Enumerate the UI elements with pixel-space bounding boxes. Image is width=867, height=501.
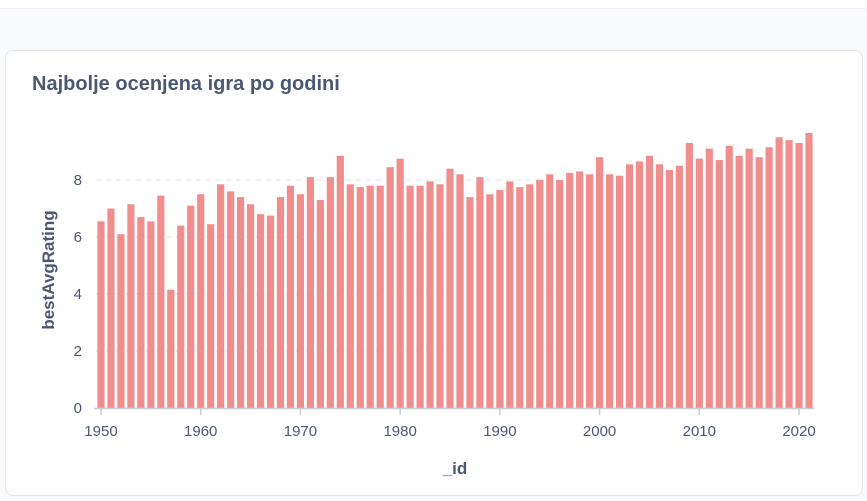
bar-1962[interactable] — [217, 184, 225, 408]
bar-1966[interactable] — [256, 214, 265, 408]
bar-2001[interactable] — [605, 174, 614, 408]
bar-2019[interactable] — [785, 140, 793, 408]
bar-2006[interactable] — [655, 164, 664, 408]
bar-2015[interactable] — [745, 148, 753, 408]
bar-2021[interactable] — [805, 132, 813, 408]
bar-2014[interactable] — [735, 155, 743, 408]
bar-2013[interactable] — [725, 145, 733, 409]
bar-1971[interactable] — [306, 177, 314, 408]
bar-1976[interactable] — [356, 187, 364, 408]
bar-2009[interactable] — [685, 142, 693, 408]
y-tick-label: 2 — [74, 343, 82, 360]
bar-1972[interactable] — [316, 199, 324, 408]
bar-1970[interactable] — [296, 194, 305, 408]
bar-2005[interactable] — [645, 155, 654, 408]
bar-1990[interactable] — [496, 189, 504, 408]
bar-2008[interactable] — [675, 165, 683, 408]
bar-1951[interactable] — [107, 208, 115, 409]
y-tick-label: 0 — [74, 400, 82, 417]
bar-1989[interactable] — [486, 194, 494, 408]
bar-series — [97, 132, 813, 409]
x-tick-label: 2000 — [583, 423, 616, 440]
chart-title[interactable]: Najbolje ocenjena igra po godini — [32, 73, 340, 95]
bar-2007[interactable] — [665, 170, 673, 408]
bar-1983[interactable] — [426, 181, 434, 408]
bar-1991[interactable] — [506, 181, 514, 408]
top-bar — [0, 0, 867, 9]
bar-2016[interactable] — [755, 157, 763, 408]
bar-2004[interactable] — [635, 161, 644, 408]
bar-2018[interactable] — [775, 137, 783, 408]
axes: 0 2 4 6 8 1950 1960 1970 1980 1990 2000 2010 2020 — [74, 172, 816, 440]
bar-1987[interactable] — [466, 197, 474, 408]
bar-1957[interactable] — [167, 289, 175, 408]
bar-1953[interactable] — [127, 204, 135, 408]
y-tick-label: 6 — [74, 229, 82, 246]
bar-1965[interactable] — [246, 204, 255, 408]
y-tick-label: 8 — [74, 172, 82, 189]
bar-1985[interactable] — [446, 168, 454, 408]
bar-1961[interactable] — [207, 224, 215, 408]
bar-1992[interactable] — [516, 187, 524, 408]
bar-1973[interactable] — [326, 177, 334, 408]
y-axis-title: bestAvgRating — [39, 210, 58, 329]
x-tick-label: 1950 — [84, 423, 117, 440]
bar-1968[interactable] — [276, 197, 285, 408]
bar-1952[interactable] — [117, 234, 125, 408]
bar-1979[interactable] — [386, 167, 394, 408]
bar-2011[interactable] — [705, 148, 713, 408]
x-tick-label: 1990 — [483, 423, 516, 440]
bar-1955[interactable] — [147, 221, 155, 408]
bar-1974[interactable] — [336, 155, 344, 408]
bar-1999[interactable] — [586, 174, 594, 408]
bar-1958[interactable] — [177, 225, 185, 408]
bar-1996[interactable] — [556, 180, 564, 408]
x-tick-label: 1970 — [284, 423, 317, 440]
bar-1960[interactable] — [197, 194, 205, 408]
bar-1975[interactable] — [346, 184, 354, 408]
bar-1993[interactable] — [526, 184, 534, 408]
bar-2000[interactable] — [596, 157, 604, 408]
bar-1964[interactable] — [237, 197, 245, 408]
bar-1978[interactable] — [376, 185, 384, 408]
x-tick-label: 2010 — [683, 423, 716, 440]
bar-2020[interactable] — [795, 142, 803, 408]
bar-1954[interactable] — [137, 217, 145, 408]
x-tick-label: 1960 — [184, 423, 217, 440]
bar-1967[interactable] — [266, 215, 275, 408]
bar-2010[interactable] — [695, 158, 703, 408]
bar-1959[interactable] — [187, 205, 195, 408]
bar-2012[interactable] — [715, 160, 723, 408]
bar-1969[interactable] — [286, 185, 295, 408]
x-axis-title: _id — [442, 459, 468, 478]
bar-1988[interactable] — [476, 177, 484, 408]
bar-1986[interactable] — [456, 174, 464, 408]
bar-2002[interactable] — [615, 175, 624, 408]
bar-1980[interactable] — [396, 158, 404, 408]
bar-2017[interactable] — [765, 147, 773, 408]
x-tick-label: 2020 — [782, 423, 815, 440]
x-tick-label: 1980 — [383, 423, 416, 440]
bar-1997[interactable] — [566, 172, 574, 408]
bar-1984[interactable] — [436, 184, 444, 408]
y-tick-label: 4 — [74, 286, 82, 303]
bar-2003[interactable] — [625, 164, 634, 408]
bar-1956[interactable] — [157, 195, 165, 408]
bar-1950[interactable] — [97, 221, 105, 408]
bar-1998[interactable] — [576, 171, 584, 408]
bar-1977[interactable] — [366, 185, 374, 408]
bar-1982[interactable] — [416, 185, 424, 408]
bar-1994[interactable] — [536, 180, 544, 408]
bar-1995[interactable] — [546, 174, 554, 408]
bar-1981[interactable] — [406, 185, 414, 408]
bar-1963[interactable] — [227, 191, 235, 408]
